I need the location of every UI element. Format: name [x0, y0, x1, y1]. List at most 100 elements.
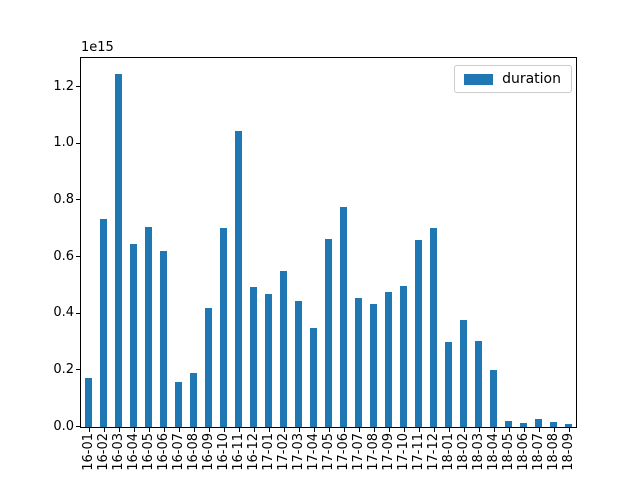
x-tick — [208, 428, 210, 432]
x-tick — [313, 428, 315, 432]
x-tick — [373, 428, 375, 432]
bar-18-08 — [549, 422, 558, 427]
bar-18-04 — [489, 370, 498, 427]
x-tick — [403, 428, 405, 432]
bar-18-02 — [459, 320, 468, 427]
x-tick-label: 16-08 — [186, 433, 201, 471]
bar-18-09 — [564, 424, 573, 427]
legend-label: duration — [502, 71, 561, 87]
x-tick — [343, 428, 345, 432]
bar-18-01 — [444, 341, 453, 427]
x-tick — [358, 428, 360, 432]
bar-17-12 — [429, 227, 438, 427]
legend: duration — [454, 65, 572, 93]
x-tick — [253, 428, 255, 432]
x-tick-label: 16-02 — [96, 433, 111, 471]
y-tick — [76, 256, 80, 258]
bar-18-06 — [519, 423, 528, 427]
x-tick — [178, 428, 180, 432]
x-tick-label: 18-09 — [561, 433, 576, 471]
x-tick — [418, 428, 420, 432]
x-tick-label: 17-08 — [366, 433, 381, 471]
bar-16-12 — [249, 286, 258, 427]
x-tick-label: 16-06 — [156, 433, 171, 471]
bar-16-03 — [114, 74, 123, 427]
bar-17-06 — [339, 206, 348, 427]
y-tick — [76, 142, 80, 144]
bar-16-06 — [159, 250, 168, 427]
x-tick-label: 18-06 — [516, 433, 531, 471]
x-tick-label: 17-04 — [306, 433, 321, 471]
bar-18-05 — [504, 421, 513, 427]
bar-16-08 — [189, 373, 198, 427]
y-tick-label: 0.0 — [53, 418, 74, 434]
x-tick-label: 16-04 — [126, 433, 141, 471]
x-tick-label: 16-09 — [201, 433, 216, 471]
y-tick-label: 0.8 — [53, 191, 74, 207]
x-tick — [478, 428, 480, 432]
x-tick-label: 16-01 — [81, 433, 96, 471]
x-tick — [283, 428, 285, 432]
x-tick-label: 17-05 — [321, 433, 336, 471]
y-tick — [76, 86, 80, 88]
x-tick-label: 17-12 — [426, 433, 441, 471]
bar-17-03 — [294, 300, 303, 427]
y-axis-offset-label: 1e15 — [81, 40, 114, 55]
legend-swatch-icon — [464, 73, 494, 85]
x-tick — [433, 428, 435, 432]
x-tick — [448, 428, 450, 432]
bars-layer — [81, 58, 576, 427]
x-tick — [148, 428, 150, 432]
x-tick-label: 17-02 — [276, 433, 291, 471]
bar-18-03 — [474, 340, 483, 427]
bar-17-05 — [324, 238, 333, 427]
y-tick — [76, 312, 80, 314]
y-tick — [76, 369, 80, 371]
bar-16-07 — [174, 381, 183, 427]
x-tick — [388, 428, 390, 432]
y-tick-label: 1.2 — [53, 78, 74, 94]
bar-17-11 — [414, 239, 423, 427]
x-tick — [193, 428, 195, 432]
x-tick — [568, 428, 570, 432]
x-tick — [118, 428, 120, 432]
bar-16-05 — [144, 226, 153, 427]
x-tick — [163, 428, 165, 432]
x-tick — [328, 428, 330, 432]
x-tick-label: 18-07 — [531, 433, 546, 471]
x-tick-label: 16-12 — [246, 433, 261, 471]
bar-17-07 — [354, 298, 363, 427]
x-tick — [463, 428, 465, 432]
bar-16-01 — [84, 378, 93, 427]
x-tick-label: 18-02 — [456, 433, 471, 471]
bar-16-04 — [129, 244, 138, 427]
x-tick-label: 18-03 — [471, 433, 486, 471]
bar-17-10 — [399, 285, 408, 427]
x-tick-label: 17-10 — [396, 433, 411, 471]
bar-17-04 — [309, 327, 318, 427]
x-tick-label: 17-07 — [351, 433, 366, 471]
bar-17-09 — [384, 291, 393, 427]
x-tick — [268, 428, 270, 432]
x-tick-label: 17-11 — [411, 433, 426, 471]
x-tick-label: 16-07 — [171, 433, 186, 471]
y-tick-label: 0.2 — [53, 361, 74, 377]
x-tick-label: 17-09 — [381, 433, 396, 471]
x-tick-label: 18-04 — [486, 433, 501, 471]
bar-17-02 — [279, 270, 288, 427]
x-tick — [238, 428, 240, 432]
bar-16-09 — [204, 308, 213, 427]
x-tick-label: 18-05 — [501, 433, 516, 471]
x-tick-label: 16-05 — [141, 433, 156, 471]
plot-area: duration — [80, 57, 577, 428]
bar-16-11 — [234, 131, 243, 427]
x-tick — [133, 428, 135, 432]
x-tick-label: 16-03 — [111, 433, 126, 471]
x-tick-label: 16-11 — [231, 433, 246, 471]
x-tick — [88, 428, 90, 432]
y-tick-label: 0.4 — [53, 305, 74, 321]
x-tick-label: 18-08 — [546, 433, 561, 471]
x-tick — [103, 428, 105, 432]
x-tick-label: 17-01 — [261, 433, 276, 471]
